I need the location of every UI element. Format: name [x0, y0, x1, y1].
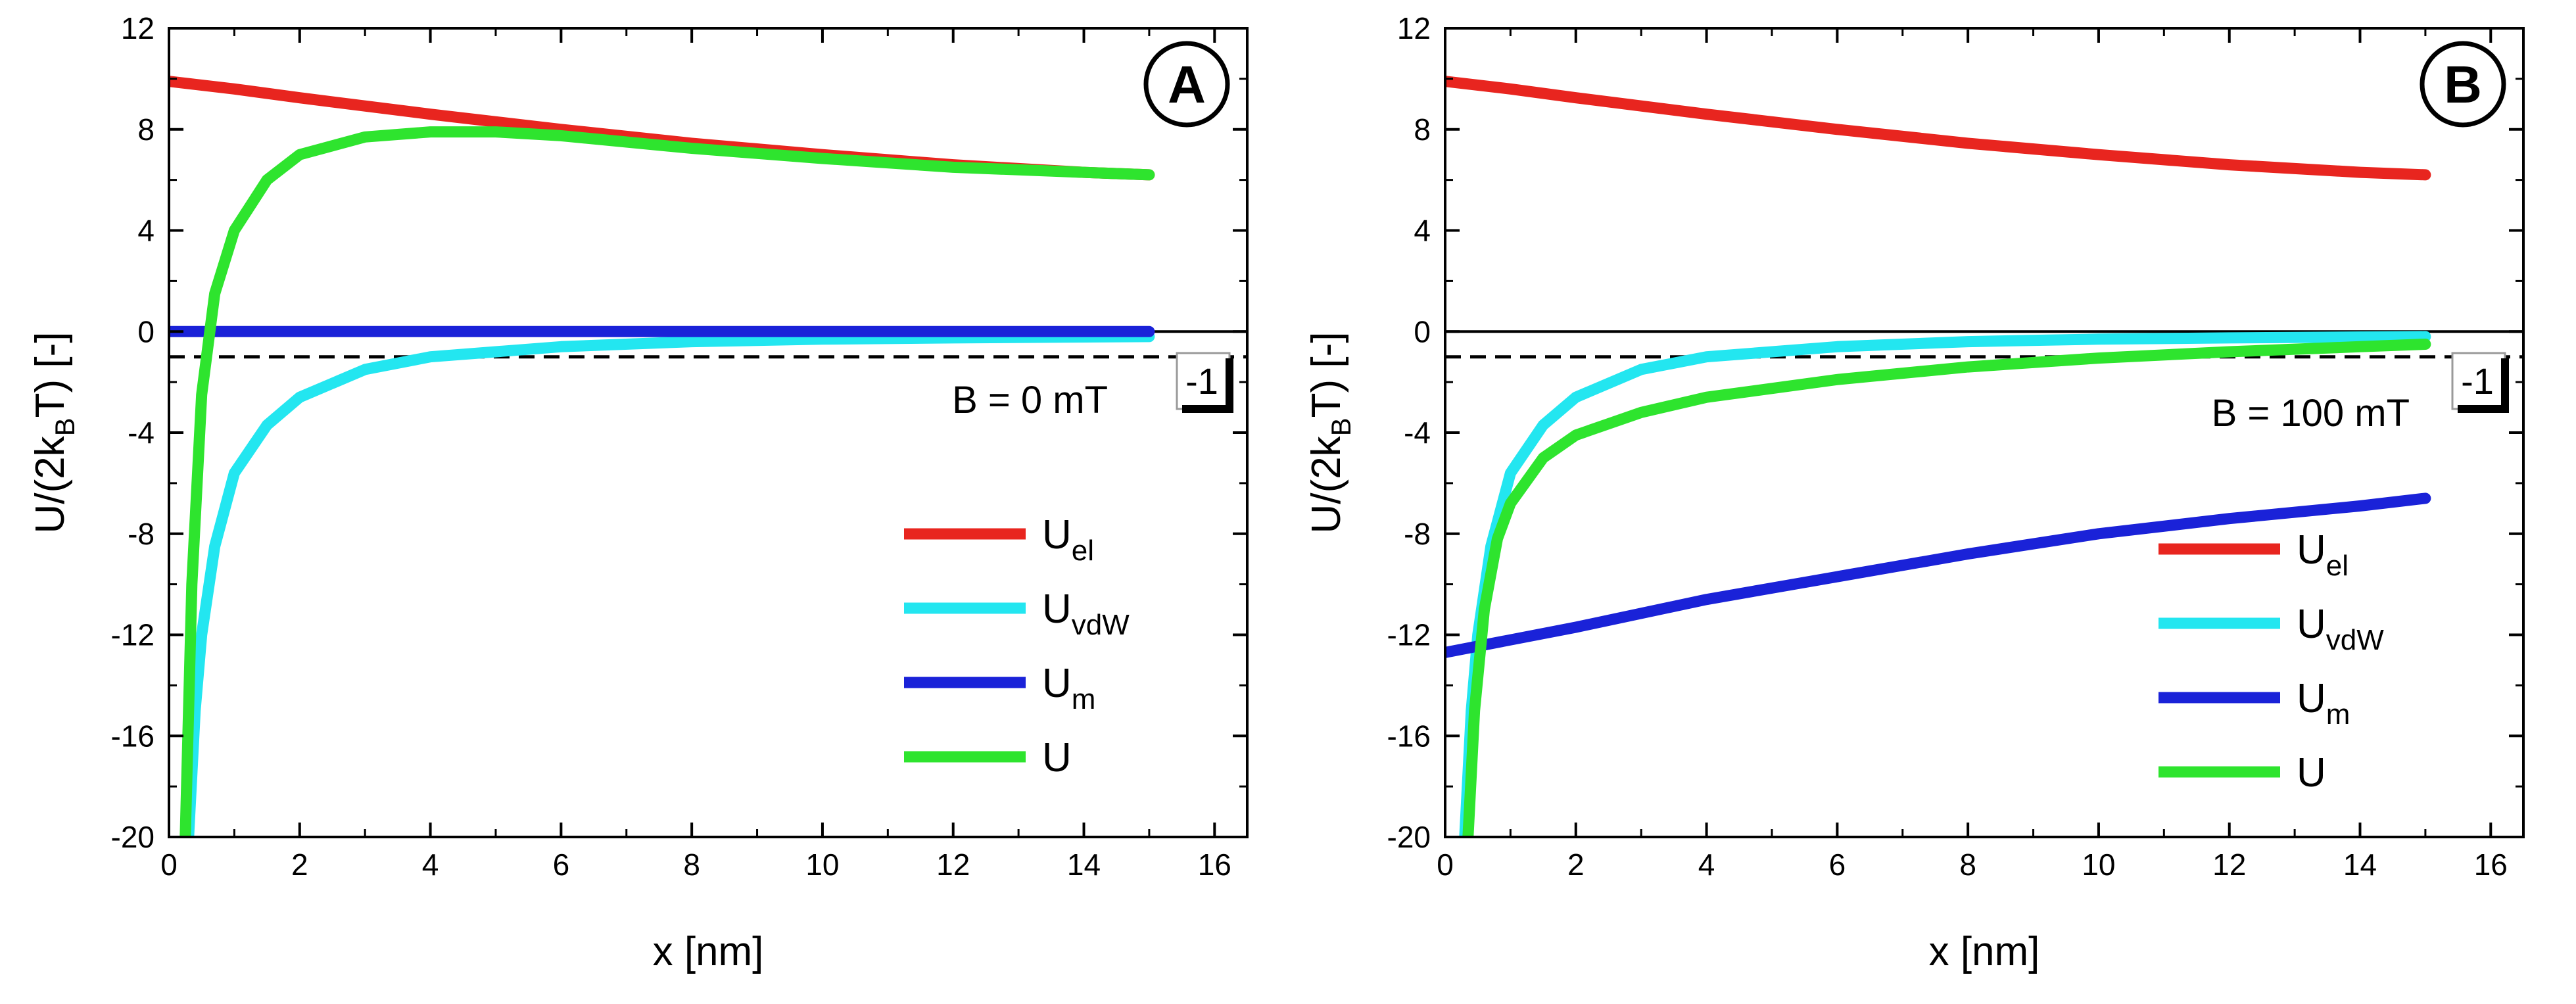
- legend-label: UvdW: [2297, 602, 2384, 656]
- y-tick-label: 12: [121, 11, 155, 45]
- panel-badge-label: B: [2444, 55, 2482, 114]
- x-tick-label: 8: [683, 848, 700, 882]
- x-tick-label: 0: [1437, 848, 1454, 882]
- x-tick-label: 4: [1698, 848, 1715, 882]
- y-axis-title-main: U/(2k: [1304, 435, 1349, 533]
- series-line-total: [179, 126, 1155, 837]
- field-annotation: B = 100 mT: [2212, 392, 2410, 435]
- legend-label-main: U: [2297, 527, 2326, 573]
- y-tick-label: -4: [128, 416, 155, 450]
- y-tick-label: -16: [111, 719, 155, 753]
- series-group: [169, 76, 1155, 837]
- x-tick-label: 12: [2212, 848, 2246, 882]
- panel-badge-label: A: [1168, 55, 1206, 114]
- series-line-total: [1462, 339, 2431, 837]
- y-tick-label: -4: [1404, 416, 1431, 450]
- panel-a: 0 2 4 6 8 10 12 14 16 12 8 4 0 -4 -8 -12 -16 -20 x [nm] U/(…: [28, 11, 1249, 974]
- x-axis-title: x [nm]: [1929, 929, 2040, 974]
- legend-label-main: U: [2297, 676, 2326, 721]
- legend-label: Uel: [1042, 512, 1094, 567]
- legend-label: UvdW: [1042, 586, 1130, 641]
- reference-label-box: [1176, 352, 1231, 410]
- series-line-el: [169, 76, 1155, 181]
- x-tick-label: 10: [2082, 848, 2115, 882]
- series-line-vdW: [183, 331, 1155, 837]
- x-tick-label: 16: [1198, 848, 1231, 882]
- x-tick-label: 14: [1067, 848, 1101, 882]
- legend-label-main: U: [1042, 512, 1072, 558]
- legend-label-sub: m: [2326, 698, 2350, 730]
- y-tick-label: -8: [1404, 517, 1431, 551]
- legend-label: Um: [1042, 661, 1095, 715]
- reference-label-box: [2451, 352, 2506, 410]
- y-tick-label: -8: [128, 517, 155, 551]
- legend-label-main: U: [2297, 602, 2326, 647]
- legend-label: Um: [2297, 676, 2350, 730]
- legend-label-sub: el: [2326, 550, 2349, 582]
- y-tick-label: -20: [1387, 820, 1431, 854]
- legend-label-sub: el: [1072, 535, 1094, 567]
- legend-label-sub: vdW: [1072, 609, 1130, 641]
- y-axis-title-main: U/(2k: [28, 435, 73, 533]
- series-line-el: [1445, 76, 2431, 181]
- y-axis-title-end: T) [-]: [1304, 332, 1349, 418]
- x-tick-label: 10: [805, 848, 839, 882]
- y-tick-label: 12: [1397, 11, 1431, 45]
- y-axis-title-sub: B: [49, 418, 80, 436]
- y-tick-label: 8: [1414, 112, 1431, 147]
- y-tick-label: -20: [111, 820, 155, 854]
- x-tick-label: 6: [1829, 848, 1846, 882]
- x-tick-label: 0: [160, 848, 178, 882]
- y-axis-title: U/(2kBT) [-]: [28, 332, 80, 534]
- x-tick-label: 8: [1959, 848, 1976, 882]
- reference-label-shadow: [1182, 358, 1233, 413]
- y-tick-label: 8: [137, 112, 155, 147]
- y-tick-label: 4: [1414, 214, 1431, 248]
- x-tick-label: 2: [291, 848, 308, 882]
- legend-label-main: U: [1042, 586, 1072, 632]
- y-axis-title: U/(2kBT) [-]: [1304, 332, 1356, 534]
- series-group: [1445, 76, 2431, 837]
- y-axis-title-end: T) [-]: [28, 332, 73, 418]
- reference-label: -1: [1185, 360, 1218, 402]
- y-tick-label: 4: [137, 214, 155, 248]
- legend-label-main: U: [2297, 750, 2326, 796]
- legend-label-main: U: [1042, 735, 1072, 780]
- field-annotation: B = 0 mT: [952, 379, 1108, 421]
- x-tick-label: 12: [936, 848, 970, 882]
- reference-label-shadow: [2458, 358, 2509, 413]
- x-tick-label: 14: [2343, 848, 2377, 882]
- legend-label-sub: vdW: [2326, 624, 2384, 656]
- x-tick-label: 6: [553, 848, 570, 882]
- y-tick-label: -12: [1387, 618, 1431, 652]
- x-axis-title: x [nm]: [653, 929, 764, 974]
- legend-label: U: [1042, 735, 1072, 780]
- panel-badge-circle: [1143, 41, 1230, 128]
- y-tick-label: 0: [137, 314, 155, 348]
- reference-label: -1: [2461, 360, 2494, 402]
- y-tick-label: 0: [1414, 314, 1431, 348]
- x-tick-label: 2: [1567, 848, 1585, 882]
- y-tick-label: -12: [111, 618, 155, 652]
- panel-badge-circle: [2420, 41, 2506, 128]
- legend-label-sub: m: [1072, 683, 1096, 715]
- x-tick-label: 16: [2474, 848, 2508, 882]
- y-axis-title-sub: B: [1325, 418, 1356, 436]
- x-tick-label: 4: [422, 848, 439, 882]
- series-line-m: [1445, 492, 2431, 658]
- y-tick-label: -16: [1387, 719, 1431, 753]
- legend-label: U: [2297, 750, 2326, 796]
- panel-b: 0 2 4 6 8 10 12 14 16 12 8 4 0 -4 -8 -12 -16 -20 x [nm] U/(…: [1304, 11, 2525, 974]
- legend-label-main: U: [1042, 661, 1072, 706]
- legend-label: Uel: [2297, 527, 2349, 582]
